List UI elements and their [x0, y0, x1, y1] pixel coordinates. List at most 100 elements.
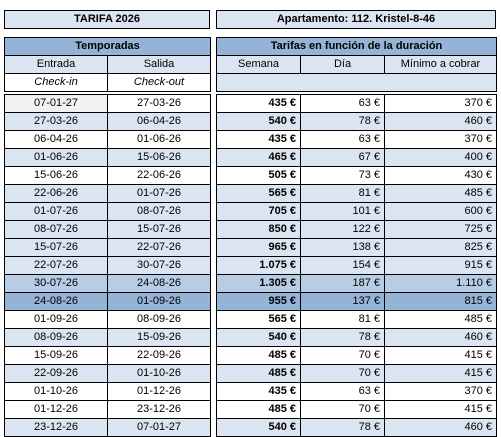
season-entrada: 24-08-26: [4, 292, 108, 311]
rate-dia: 187 €: [300, 274, 385, 293]
season-row: 15-07-26 22-07-26: [4, 238, 211, 257]
season-entrada: 22-06-26: [4, 184, 108, 203]
season-entrada: 07-01-27: [4, 94, 108, 113]
season-row: 15-06-26 22-06-26: [4, 166, 211, 185]
season-salida: 01-09-26: [107, 292, 211, 311]
season-salida: 22-09-26: [107, 346, 211, 365]
season-salida: 22-07-26: [107, 238, 211, 257]
rate-minimo: 1.110 €: [384, 274, 497, 293]
rate-minimo: 415 €: [384, 400, 497, 419]
season-row: 30-07-26 24-08-26: [4, 274, 211, 293]
season-row: 07-01-27 27-03-26: [4, 94, 211, 113]
rate-dia: 63 €: [300, 382, 385, 401]
season-row: 22-07-26 30-07-26: [4, 256, 211, 275]
rate-minimo: 460 €: [384, 328, 497, 347]
season-salida: 15-07-26: [107, 220, 211, 239]
col-salida: Salida: [107, 55, 211, 74]
rate-minimo: 415 €: [384, 364, 497, 383]
season-entrada: 01-12-26: [4, 400, 108, 419]
season-row: 23-12-26 07-01-27: [4, 418, 211, 437]
season-salida: 23-12-26: [107, 400, 211, 419]
rate-row: 955 €137 €815 €: [216, 292, 497, 311]
rate-minimo: 485 €: [384, 310, 497, 329]
season-entrada: 15-07-26: [4, 238, 108, 257]
season-salida: 01-07-26: [107, 184, 211, 203]
rate-semana: 485 €: [216, 400, 301, 419]
rate-semana: 540 €: [216, 418, 301, 437]
dates-table: 07-01-27 27-03-26 27-03-26 06-04-26 06-04-26…: [4, 94, 211, 437]
season-entrada: 27-03-26: [4, 112, 108, 131]
season-salida: 30-07-26: [107, 256, 211, 275]
season-row: 22-06-26 01-07-26: [4, 184, 211, 203]
rate-row: 485 €70 €415 €: [216, 400, 497, 419]
rate-dia: 138 €: [300, 238, 385, 257]
apartment-title-table: Apartamento: 112. Kristel-8-46: [216, 10, 496, 29]
season-row: 01-06-26 15-06-26: [4, 148, 211, 167]
rate-dia: 101 €: [300, 202, 385, 221]
season-salida: 07-01-27: [107, 418, 211, 437]
rates-header-table: Tarifas en función de la duración Semana…: [216, 37, 497, 92]
rate-minimo: 370 €: [384, 382, 497, 401]
rate-minimo: 415 €: [384, 346, 497, 365]
rate-minimo: 725 €: [384, 220, 497, 239]
rate-dia: 122 €: [300, 220, 385, 239]
rate-row: 540 €78 €460 €: [216, 328, 497, 347]
season-entrada: 01-09-26: [4, 310, 108, 329]
season-salida: 15-09-26: [107, 328, 211, 347]
rate-semana: 540 €: [216, 112, 301, 131]
season-salida: 22-06-26: [107, 166, 211, 185]
rate-dia: 70 €: [300, 346, 385, 365]
col-check-out: Check-out: [107, 73, 211, 92]
rate-semana: 850 €: [216, 220, 301, 239]
season-entrada: 01-07-26: [4, 202, 108, 221]
rate-minimo: 430 €: [384, 166, 497, 185]
apartment-title: Apartamento: 112. Kristel-8-46: [216, 10, 496, 29]
season-entrada: 23-12-26: [4, 418, 108, 437]
rate-dia: 70 €: [300, 400, 385, 419]
season-row: 27-03-26 06-04-26: [4, 112, 211, 131]
season-entrada: 01-10-26: [4, 382, 108, 401]
rate-row: 565 €81 €485 €: [216, 310, 497, 329]
rate-semana: 1.075 €: [216, 256, 301, 275]
rate-dia: 67 €: [300, 148, 385, 167]
rate-dia: 78 €: [300, 418, 385, 437]
rate-semana: 505 €: [216, 166, 301, 185]
rate-dia: 63 €: [300, 94, 385, 113]
rate-row: 465 €67 €400 €: [216, 148, 497, 167]
rate-semana: 955 €: [216, 292, 301, 311]
rate-row: 540 €78 €460 €: [216, 418, 497, 437]
season-salida: 01-06-26: [107, 130, 211, 149]
rate-row: 505 €73 €430 €: [216, 166, 497, 185]
rate-minimo: 370 €: [384, 94, 497, 113]
rate-minimo: 370 €: [384, 130, 497, 149]
season-entrada: 15-09-26: [4, 346, 108, 365]
rate-semana: 465 €: [216, 148, 301, 167]
rate-minimo: 825 €: [384, 238, 497, 257]
col-minimo: Mínimo a cobrar: [384, 55, 497, 74]
rate-dia: 73 €: [300, 166, 385, 185]
season-salida: 27-03-26: [107, 94, 211, 113]
rate-dia: 154 €: [300, 256, 385, 275]
rate-minimo: 400 €: [384, 148, 497, 167]
rate-row: 485 €70 €415 €: [216, 364, 497, 383]
season-salida: 01-10-26: [107, 364, 211, 383]
season-salida: 24-08-26: [107, 274, 211, 293]
season-salida: 08-07-26: [107, 202, 211, 221]
rate-row: 965 €138 €825 €: [216, 238, 497, 257]
rate-minimo: 460 €: [384, 112, 497, 131]
rate-dia: 63 €: [300, 130, 385, 149]
rate-semana: 1.305 €: [216, 274, 301, 293]
tarifa-title-table: TARIFA 2026: [4, 10, 210, 29]
rate-dia: 81 €: [300, 184, 385, 203]
rate-minimo: 915 €: [384, 256, 497, 275]
rate-row: 485 €70 €415 €: [216, 346, 497, 365]
season-salida: 15-06-26: [107, 148, 211, 167]
rate-semana: 565 €: [216, 310, 301, 329]
season-row: 08-07-26 15-07-26: [4, 220, 211, 239]
seasons-header: Temporadas: [4, 37, 211, 56]
rate-semana: 705 €: [216, 202, 301, 221]
rate-semana: 435 €: [216, 382, 301, 401]
rate-dia: 137 €: [300, 292, 385, 311]
seasons-header-table: Temporadas Entrada Salida Check-in Check…: [4, 37, 211, 92]
season-entrada: 08-09-26: [4, 328, 108, 347]
